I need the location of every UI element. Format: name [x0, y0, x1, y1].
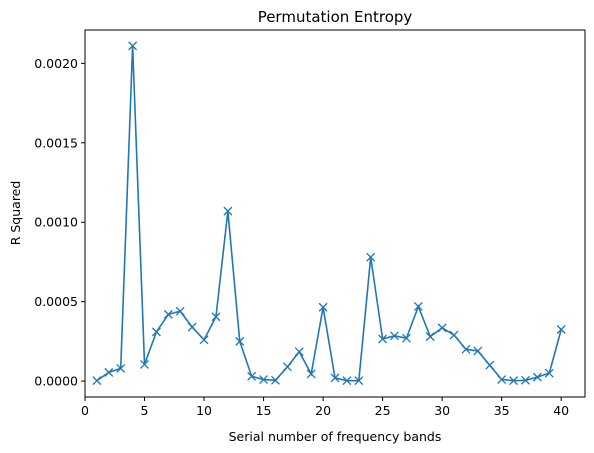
series-markers [92, 41, 566, 386]
y-tick-label: 0.0005 [34, 294, 78, 309]
data-point-marker [92, 376, 102, 386]
chart-title: Permutation Entropy [258, 8, 413, 26]
x-tick-label: 0 [81, 403, 89, 418]
x-tick-label: 30 [434, 403, 450, 418]
data-point-marker [330, 373, 340, 383]
data-point-marker [294, 347, 304, 357]
data-point-marker [282, 362, 292, 372]
x-tick-label: 20 [315, 403, 331, 418]
data-point-marker [163, 309, 173, 319]
data-point-marker [235, 336, 245, 346]
data-point-marker [247, 371, 257, 381]
y-tick-label: 0.0000 [34, 374, 78, 389]
data-point-marker [366, 252, 376, 262]
data-point-marker [413, 301, 423, 311]
x-tick-label: 25 [375, 403, 391, 418]
data-point-marker [354, 376, 364, 386]
data-point-marker [390, 331, 399, 341]
data-point-marker [259, 375, 269, 384]
data-point-marker [116, 363, 126, 373]
data-point-marker [485, 360, 495, 370]
data-point-marker [532, 372, 542, 382]
y-tick-label: 0.0010 [34, 215, 78, 230]
data-point-marker [306, 369, 316, 379]
data-point-marker [128, 41, 138, 51]
y-axis: 0.0000 0.0005 0.0010 0.0015 0.0020 [34, 56, 85, 389]
x-tick-label: 35 [494, 403, 510, 418]
y-axis-label: R Squared [8, 181, 23, 246]
data-point-marker [318, 302, 328, 312]
x-tick-label: 15 [256, 403, 272, 418]
x-axis-label: Serial number of frequency bands [229, 429, 442, 444]
data-point-marker [151, 327, 161, 337]
x-tick-label: 5 [141, 403, 149, 418]
series-line [96, 45, 562, 382]
data-point-marker [544, 368, 554, 378]
data-point-marker [461, 344, 471, 354]
y-tick-label: 0.0020 [34, 56, 78, 71]
y-tick-label: 0.0015 [34, 135, 78, 150]
data-point-marker [342, 376, 352, 386]
data-point-marker [521, 375, 530, 385]
data-point-marker [556, 325, 566, 334]
data-point-marker [211, 312, 221, 322]
x-tick-label: 40 [553, 403, 569, 418]
x-axis: 0 5 10 15 20 25 30 35 40 [81, 397, 569, 418]
data-point-marker [401, 333, 411, 343]
data-point-marker [175, 306, 185, 316]
plot-frame [84, 29, 586, 398]
data-point-marker [425, 332, 435, 342]
data-point-marker [378, 334, 388, 344]
data-point-marker [223, 206, 233, 216]
data-point-marker [104, 367, 114, 377]
data-point-marker [497, 375, 507, 384]
data-point-marker [199, 335, 209, 345]
data-point-marker [140, 359, 149, 369]
data-point-marker [437, 323, 447, 333]
data-point-marker [473, 346, 483, 356]
data-point-marker [449, 330, 459, 340]
x-tick-label: 10 [196, 403, 212, 418]
data-point-marker [509, 376, 519, 386]
data-point-marker [271, 375, 280, 385]
data-point-marker [187, 322, 197, 332]
